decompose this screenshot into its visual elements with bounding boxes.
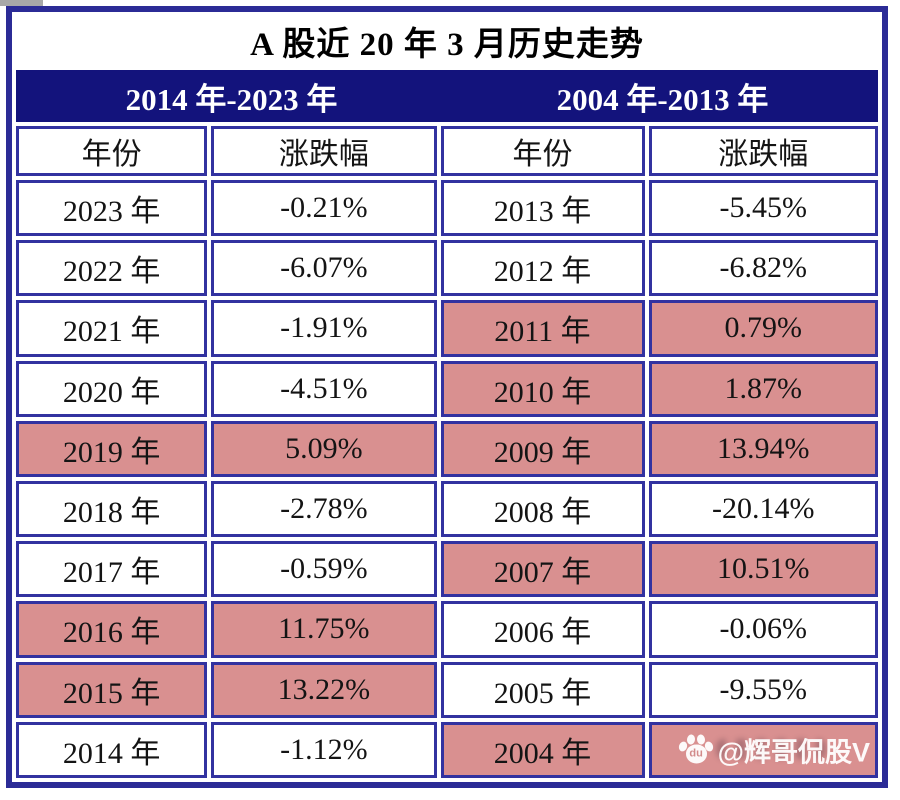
column-header-row: 年份 涨跌幅 年份 涨跌幅 xyxy=(16,126,878,176)
year-cell: 2008 年 xyxy=(440,480,645,538)
value-cell: 11.75% xyxy=(211,601,437,658)
value-cell: -20.14% xyxy=(648,480,878,538)
year-cell: 2019 年 xyxy=(16,420,208,477)
value-cell: 10.51% xyxy=(648,541,878,598)
value-cell: 0.79% xyxy=(648,300,878,357)
group-header-left: 2014 年-2023 年 xyxy=(125,81,338,117)
value-cell-obscured: du @辉哥侃股V xyxy=(648,721,878,778)
table-row: 2021 年 -1.91% 2011 年 0.79% xyxy=(16,300,878,357)
history-table: A 股近 20 年 3 月历史走势 2014 年-2023 年 2004 年-2… xyxy=(12,12,882,782)
column-header-change-left: 涨跌幅 xyxy=(211,126,437,176)
year-cell: 2006 年 xyxy=(440,601,645,658)
year-cell: 2015 年 xyxy=(16,661,208,718)
screenshot-corner-artifact xyxy=(0,0,42,6)
paw-du-label: du xyxy=(689,747,703,760)
table-row: 2017 年 -0.59% 2007 年 10.51% xyxy=(16,541,878,598)
value-cell: -1.12% xyxy=(211,721,437,778)
year-cell: 2011 年 xyxy=(440,300,645,357)
year-cell: 2004 年 xyxy=(440,721,645,778)
year-cell: 2020 年 xyxy=(16,360,208,417)
value-cell: -6.07% xyxy=(211,240,437,297)
title-row: A 股近 20 年 3 月历史走势 xyxy=(16,16,878,66)
baidu-paw-icon: du xyxy=(677,734,715,766)
year-cell: 2009 年 xyxy=(440,420,645,477)
year-cell: 2016 年 xyxy=(16,601,208,658)
value-cell: -1.91% xyxy=(211,300,437,357)
value-cell: -9.55% xyxy=(648,661,878,718)
table-row: 2014 年 -1.12% 2004 年 du @辉哥侃股V xyxy=(16,721,878,778)
value-cell: -6.82% xyxy=(648,240,878,297)
group-header-right: 2004 年-2013 年 xyxy=(556,81,769,117)
value-cell: -0.59% xyxy=(211,541,437,598)
table-row: 2023 年 -0.21% 2013 年 -5.45% xyxy=(16,180,878,237)
year-cell: 2007 年 xyxy=(440,541,645,598)
year-cell: 2005 年 xyxy=(440,661,645,718)
value-cell: -0.06% xyxy=(648,601,878,658)
watermark: du @辉哥侃股V xyxy=(677,730,870,769)
year-cell: 2022 年 xyxy=(16,240,208,297)
year-cell: 2012 年 xyxy=(440,240,645,297)
table-row: 2019 年 5.09% 2009 年 13.94% xyxy=(16,420,878,477)
table-row: 2020 年 -4.51% 2010 年 1.87% xyxy=(16,360,878,417)
year-cell: 2010 年 xyxy=(440,360,645,417)
value-cell: -4.51% xyxy=(211,360,437,417)
column-header-year-right: 年份 xyxy=(440,126,645,176)
table-row: 2018 年 -2.78% 2008 年 -20.14% xyxy=(16,480,878,538)
table-row: 2016 年 11.75% 2006 年 -0.06% xyxy=(16,601,878,658)
value-cell: -0.21% xyxy=(211,180,437,237)
value-cell: -5.45% xyxy=(648,180,878,237)
year-cell: 2018 年 xyxy=(16,480,208,538)
year-cell: 2014 年 xyxy=(16,721,208,778)
value-cell: 13.22% xyxy=(211,661,437,718)
value-cell: 13.94% xyxy=(648,420,878,477)
year-cell: 2021 年 xyxy=(16,300,208,357)
group-header-row: 2014 年-2023 年 2004 年-2013 年 xyxy=(16,70,878,122)
group-header-band: 2014 年-2023 年 2004 年-2013 年 xyxy=(16,70,878,122)
value-cell: -2.78% xyxy=(211,480,437,538)
table-frame: A 股近 20 年 3 月历史走势 2014 年-2023 年 2004 年-2… xyxy=(6,6,888,788)
year-cell: 2017 年 xyxy=(16,541,208,598)
column-header-year-left: 年份 xyxy=(16,126,208,176)
year-cell: 2023 年 xyxy=(16,180,208,237)
column-header-change-right: 涨跌幅 xyxy=(648,126,878,176)
value-cell: 5.09% xyxy=(211,420,437,477)
watermark-handle: @辉哥侃股V xyxy=(717,737,870,768)
table-row: 2022 年 -6.07% 2012 年 -6.82% xyxy=(16,240,878,297)
page-title: A 股近 20 年 3 月历史走势 xyxy=(250,27,644,63)
table-row: 2015 年 13.22% 2005 年 -9.55% xyxy=(16,661,878,718)
value-cell: 1.87% xyxy=(648,360,878,417)
year-cell: 2013 年 xyxy=(440,180,645,237)
